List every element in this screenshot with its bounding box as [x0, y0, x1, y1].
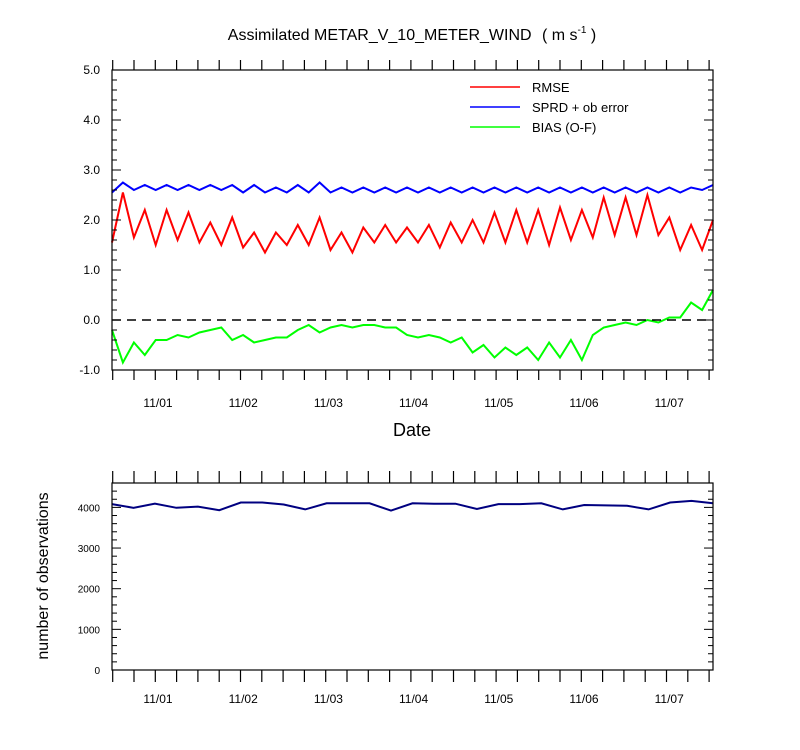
- y-tick-label: 4000: [78, 503, 101, 514]
- y-tick-label: 3000: [78, 544, 101, 555]
- axes: -1.0 0.0 1.0 2.0 3.0 4.0 5.0 11/01 11/02 11/03 11/…: [79, 60, 714, 410]
- y-axis-label: number of observations: [35, 492, 52, 659]
- y-tick-label: 0: [94, 666, 100, 677]
- chart-title: Assimilated METAR_V_10_METER_WIND ( m s-…: [228, 25, 596, 44]
- y-tick-label: 2.0: [83, 213, 100, 227]
- y-tick-label: 1.0: [83, 263, 100, 277]
- legend-label: RMSE: [532, 80, 570, 95]
- y-tick-label: 2000: [78, 585, 101, 596]
- y-tick-label: 3.0: [83, 163, 100, 177]
- y-tick-label: 5.0: [83, 63, 100, 77]
- series-line-rmse: [111, 191, 714, 255]
- x-axis-label: Date: [393, 420, 431, 440]
- series-line-bias: [111, 289, 714, 365]
- x-tick-label: 11/02: [229, 396, 258, 410]
- x-tick-label: 11/06: [569, 692, 598, 706]
- axes: 0 1000 2000 3000 4000 11/01 11/02 11/03 11/04 11/…: [78, 471, 714, 706]
- x-tick-label: 11/07: [655, 692, 684, 706]
- series-line-spread: [111, 181, 714, 194]
- x-tick-label: 11/03: [314, 396, 343, 410]
- plot-frame: [111, 69, 714, 371]
- y-tick-label: 1000: [78, 625, 101, 636]
- x-tick-label: 11/05: [484, 396, 513, 410]
- rmse-bias-chart: Assimilated METAR_V_10_METER_WIND ( m s-…: [79, 25, 714, 440]
- plot-frame: [111, 482, 714, 671]
- y-tick-label: -1.0: [79, 363, 100, 377]
- x-tick-label: 11/04: [399, 396, 428, 410]
- series-layer: [111, 181, 714, 365]
- y-tick-label: 0.0: [83, 313, 100, 327]
- legend-label: SPRD + ob error: [532, 100, 629, 115]
- observation-count-line: [111, 499, 714, 512]
- x-tick-label: 11/06: [569, 396, 598, 410]
- x-tick-label: 11/05: [484, 692, 513, 706]
- observation-count-chart: 0 1000 2000 3000 4000 11/01 11/02 11/03 11/04 11/…: [35, 471, 714, 706]
- x-tick-label: 11/01: [143, 396, 172, 410]
- x-tick-label: 11/01: [143, 692, 172, 706]
- x-tick-label: 11/07: [655, 396, 684, 410]
- y-tick-label: 4.0: [83, 113, 100, 127]
- x-tick-label: 11/03: [314, 692, 343, 706]
- x-tick-label: 11/04: [399, 692, 428, 706]
- legend: RMSE SPRD + ob error BIAS (O-F): [470, 80, 629, 135]
- x-tick-label: 11/02: [229, 692, 258, 706]
- series-layer: [111, 499, 714, 512]
- legend-label: BIAS (O-F): [532, 120, 596, 135]
